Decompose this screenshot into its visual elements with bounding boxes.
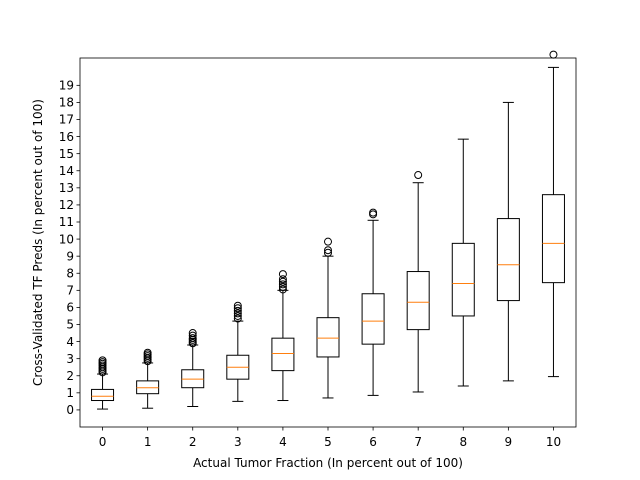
y-tick-label: 11 xyxy=(59,215,74,229)
y-tick-label: 12 xyxy=(59,198,74,212)
outlier-point xyxy=(233,309,242,318)
outlier-point xyxy=(414,171,423,180)
box-iqr xyxy=(91,388,115,402)
box-group-0 xyxy=(91,356,115,410)
outlier-point xyxy=(324,246,332,255)
x-tick-label: 1 xyxy=(144,435,152,449)
y-tick-label: 7 xyxy=(66,284,74,298)
y-tick-label: 1 xyxy=(66,386,74,400)
box-group-3 xyxy=(226,301,250,402)
y-tick-label: 0 xyxy=(66,403,74,417)
box-iqr xyxy=(361,293,385,345)
outlier-point xyxy=(143,348,152,357)
outlier-point xyxy=(233,304,242,313)
y-tick-label: 16 xyxy=(59,130,74,144)
box-iqr xyxy=(406,271,430,331)
outlier-point xyxy=(98,356,107,365)
outlier-point xyxy=(188,331,197,340)
outlier-point xyxy=(324,237,332,246)
box-iqr xyxy=(451,242,475,317)
y-tick-label: 13 xyxy=(59,181,74,195)
outlier-point xyxy=(278,270,287,279)
axes-frame xyxy=(79,57,577,428)
outlier-point xyxy=(278,285,287,294)
x-tick-label: 2 xyxy=(189,435,197,449)
outlier-point xyxy=(278,280,287,289)
y-tick-label: 10 xyxy=(59,232,74,246)
outlier-point xyxy=(233,311,242,320)
x-tick-label: 4 xyxy=(279,435,287,449)
x-tick-label: 5 xyxy=(324,435,332,449)
y-axis-label: Cross-Validated TF Preds (In percent out… xyxy=(31,99,45,386)
box-group-8 xyxy=(451,138,475,387)
box-group-2 xyxy=(181,329,205,407)
outlier-point xyxy=(369,208,378,217)
box-group-7 xyxy=(406,171,430,393)
x-tick-label: 6 xyxy=(369,435,377,449)
outlier-point xyxy=(278,275,287,284)
outlier-point xyxy=(324,248,332,257)
box-iqr xyxy=(496,218,520,302)
x-tick-label: 3 xyxy=(234,435,242,449)
y-tick-label: 5 xyxy=(66,318,74,332)
outlier-point xyxy=(233,314,242,323)
x-tick-label: 9 xyxy=(505,435,513,449)
box-group-4 xyxy=(271,270,295,402)
outlier-point xyxy=(233,301,242,310)
y-tick-label: 4 xyxy=(66,335,74,349)
outlier-point xyxy=(233,306,242,315)
x-axis-ticks: 0 1 2 3 4 5 6 7 8 9 10 xyxy=(99,427,561,449)
y-tick-label: 17 xyxy=(59,113,74,127)
y-tick-label: 8 xyxy=(66,266,74,280)
box-group-1 xyxy=(136,348,160,409)
y-tick-label: 15 xyxy=(59,147,74,161)
x-axis-label: Actual Tumor Fraction (In percent out of… xyxy=(193,456,463,470)
box-iqr xyxy=(271,337,295,372)
box-group-5 xyxy=(316,237,340,399)
box-group-6 xyxy=(361,208,385,396)
box-iqr xyxy=(316,317,340,358)
x-tick-label: 7 xyxy=(414,435,422,449)
outlier-point xyxy=(278,277,287,286)
outlier-point xyxy=(278,282,287,291)
y-tick-label: 18 xyxy=(59,96,74,110)
y-tick-label: 2 xyxy=(66,369,74,383)
x-tick-label: 8 xyxy=(459,435,467,449)
box-iqr xyxy=(541,194,565,284)
y-tick-label: 3 xyxy=(66,352,74,366)
y-tick-label: 19 xyxy=(59,79,74,93)
outlier-point xyxy=(188,334,197,343)
y-tick-label: 9 xyxy=(66,249,74,263)
y-tick-label: 6 xyxy=(66,301,74,315)
box-group-9 xyxy=(496,101,520,382)
outlier-point xyxy=(188,329,197,338)
y-tick-label: 14 xyxy=(59,164,74,178)
x-tick-label: 0 xyxy=(99,435,107,449)
x-tick-label: 10 xyxy=(546,435,561,449)
box-group-10 xyxy=(541,50,565,378)
plot-content xyxy=(91,50,565,410)
